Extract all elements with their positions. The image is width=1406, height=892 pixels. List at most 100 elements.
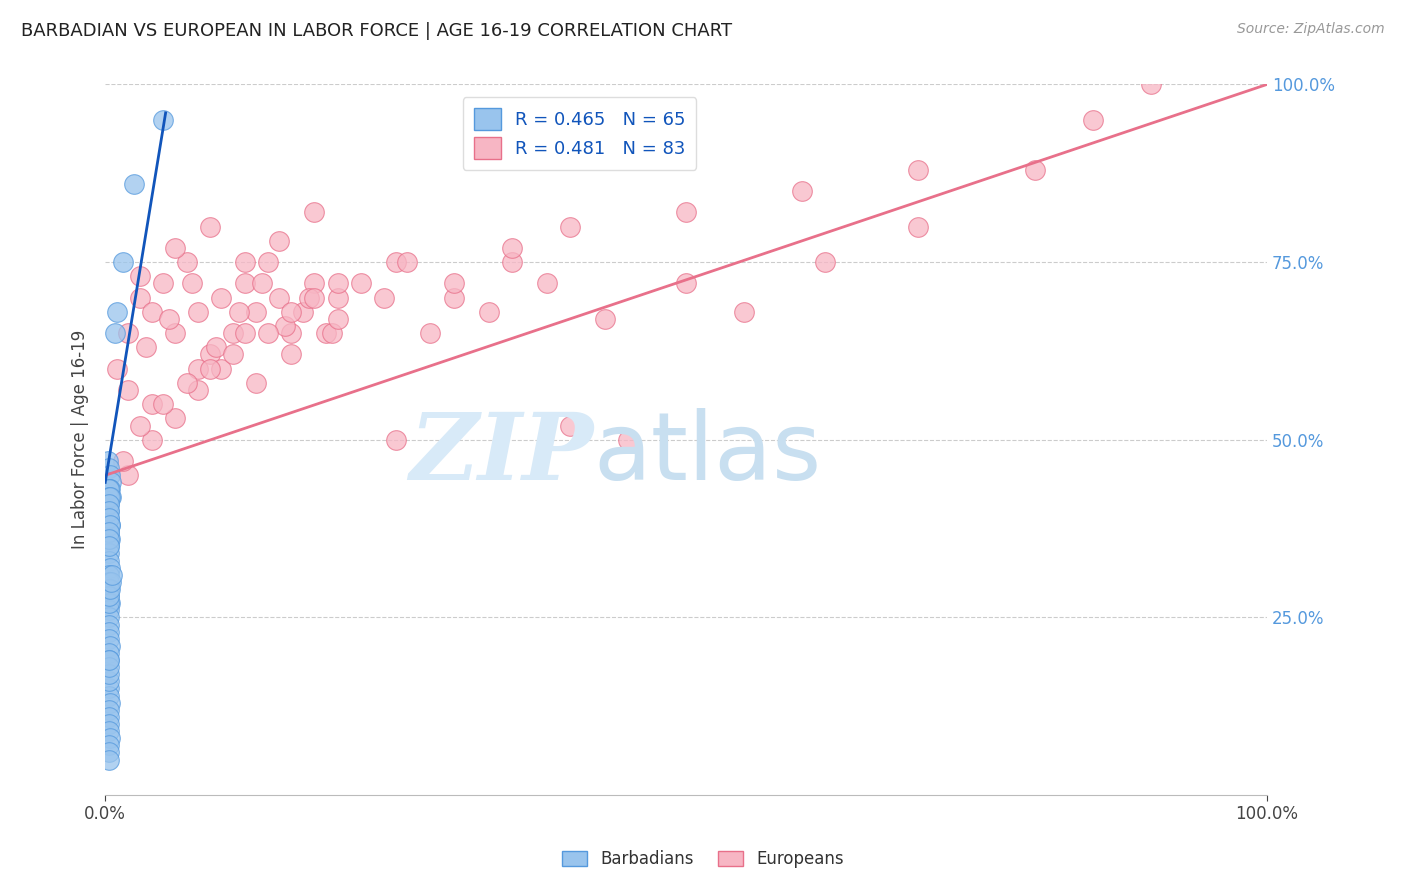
Point — [101, 567, 124, 582]
Point — [98, 731, 121, 746]
Point — [97, 610, 120, 624]
Point — [97, 497, 120, 511]
Point — [111, 255, 134, 269]
Point — [98, 518, 121, 533]
Point — [105, 361, 128, 376]
Point — [501, 241, 523, 255]
Point — [97, 681, 120, 696]
Point — [97, 525, 120, 540]
Point — [350, 277, 373, 291]
Point — [96, 454, 118, 468]
Point — [477, 305, 499, 319]
Point — [97, 653, 120, 667]
Point — [280, 305, 302, 319]
Point — [97, 667, 120, 681]
Point — [233, 277, 256, 291]
Point — [198, 347, 221, 361]
Point — [501, 255, 523, 269]
Point — [97, 461, 120, 475]
Point — [97, 660, 120, 674]
Point — [98, 639, 121, 653]
Point — [97, 746, 120, 760]
Point — [97, 739, 120, 753]
Point — [536, 277, 558, 291]
Point — [792, 184, 814, 198]
Point — [304, 291, 326, 305]
Point — [257, 326, 280, 340]
Point — [97, 574, 120, 589]
Point — [98, 483, 121, 497]
Point — [176, 255, 198, 269]
Point — [558, 418, 581, 433]
Point — [97, 617, 120, 632]
Point — [97, 589, 120, 603]
Point — [97, 490, 120, 504]
Point — [1024, 162, 1046, 177]
Point — [163, 326, 186, 340]
Point — [675, 277, 697, 291]
Point — [97, 724, 120, 739]
Point — [1139, 78, 1161, 92]
Point — [315, 326, 337, 340]
Y-axis label: In Labor Force | Age 16-19: In Labor Force | Age 16-19 — [72, 330, 89, 549]
Point — [141, 433, 163, 447]
Point — [269, 234, 291, 248]
Point — [98, 696, 121, 710]
Point — [198, 219, 221, 234]
Point — [111, 454, 134, 468]
Point — [321, 326, 343, 340]
Point — [117, 468, 139, 483]
Point — [97, 539, 120, 553]
Point — [97, 674, 120, 689]
Point — [304, 205, 326, 219]
Point — [97, 632, 120, 646]
Point — [297, 291, 319, 305]
Point — [209, 361, 232, 376]
Point — [98, 490, 121, 504]
Point — [152, 277, 174, 291]
Point — [97, 624, 120, 639]
Point — [157, 312, 180, 326]
Point — [97, 582, 120, 596]
Point — [98, 533, 121, 547]
Point — [181, 277, 204, 291]
Point — [326, 312, 349, 326]
Point — [135, 340, 157, 354]
Point — [97, 504, 120, 518]
Point — [117, 326, 139, 340]
Point — [280, 326, 302, 340]
Point — [152, 397, 174, 411]
Point — [245, 376, 267, 390]
Point — [443, 277, 465, 291]
Point — [187, 305, 209, 319]
Point — [98, 518, 121, 533]
Point — [97, 689, 120, 703]
Point — [274, 319, 297, 334]
Text: ZIP: ZIP — [409, 409, 593, 499]
Point — [187, 383, 209, 397]
Point — [907, 162, 929, 177]
Point — [326, 277, 349, 291]
Point — [304, 277, 326, 291]
Point — [97, 533, 120, 547]
Point — [97, 752, 120, 766]
Point — [396, 255, 419, 269]
Point — [269, 291, 291, 305]
Point — [907, 219, 929, 234]
Point — [97, 703, 120, 717]
Point — [97, 596, 120, 610]
Point — [222, 347, 245, 361]
Point — [97, 483, 120, 497]
Point — [97, 589, 120, 603]
Point — [97, 710, 120, 724]
Point — [100, 475, 122, 490]
Point — [98, 582, 121, 596]
Point — [814, 255, 837, 269]
Point — [198, 361, 221, 376]
Point — [97, 511, 120, 525]
Point — [97, 525, 120, 540]
Point — [97, 497, 120, 511]
Text: Source: ZipAtlas.com: Source: ZipAtlas.com — [1237, 22, 1385, 37]
Point — [97, 483, 120, 497]
Point — [222, 326, 245, 340]
